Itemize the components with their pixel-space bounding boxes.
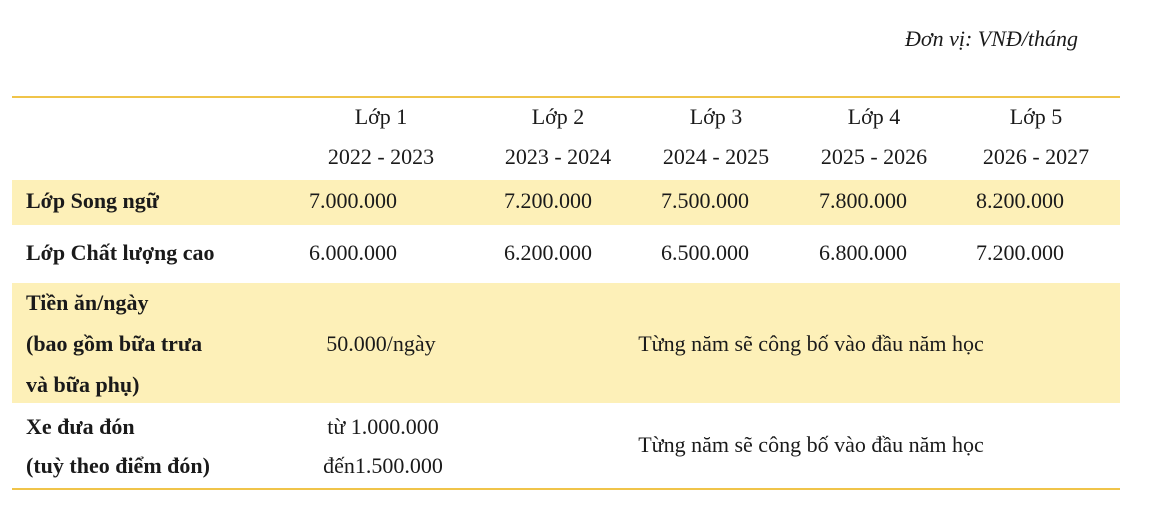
row-label-clc: Lớp Chất lượng cao <box>26 240 215 265</box>
row-band-song-ngu <box>12 180 1120 225</box>
table-bottom-rule <box>12 488 1120 490</box>
cell-song-ngu-1: 7.000.000 <box>309 188 397 213</box>
row-label-tien-an-line3: và bữa phụ) <box>26 372 140 397</box>
header-year-1: 2022 - 2023 <box>327 144 435 169</box>
cell-clc-4: 6.800.000 <box>819 240 907 265</box>
header-year-2: 2023 - 2024 <box>504 144 612 169</box>
header-grade-1: Lớp 1 <box>354 104 408 129</box>
cell-clc-1: 6.000.000 <box>309 240 397 265</box>
row-label-xe-line2: (tuỳ theo điểm đón) <box>26 453 210 478</box>
cell-song-ngu-4: 7.800.000 <box>819 188 907 213</box>
header-grade-5: Lớp 5 <box>1009 104 1063 129</box>
header-year-4: 2025 - 2026 <box>820 144 928 169</box>
cell-xe-price-line2: đến1.500.000 <box>323 453 443 478</box>
unit-note: Đơn vị: VNĐ/tháng <box>904 26 1078 51</box>
cell-song-ngu-5: 8.200.000 <box>976 188 1064 213</box>
cell-clc-2: 6.200.000 <box>504 240 592 265</box>
cell-song-ngu-3: 7.500.000 <box>661 188 749 213</box>
header-grade-4: Lớp 4 <box>847 104 901 129</box>
row-band-tien-an <box>12 283 1120 403</box>
cell-tien-an-note: Từng năm sẽ công bố vào đầu năm học <box>638 331 984 356</box>
table-top-rule <box>12 96 1120 98</box>
cell-clc-5: 7.200.000 <box>976 240 1064 265</box>
cell-tien-an-price: 50.000/ngày <box>326 331 436 356</box>
cell-clc-3: 6.500.000 <box>661 240 749 265</box>
header-grade-2: Lớp 2 <box>531 104 585 129</box>
row-label-xe-line1: Xe đưa đón <box>26 414 135 439</box>
row-label-tien-an-line1: Tiền ăn/ngày <box>26 290 149 315</box>
header-grade-3: Lớp 3 <box>689 104 743 129</box>
cell-xe-price-line1: từ 1.000.000 <box>327 414 439 439</box>
header-year-3: 2024 - 2025 <box>662 144 770 169</box>
cell-xe-note: Từng năm sẽ công bố vào đầu năm học <box>638 432 984 457</box>
header-year-5: 2026 - 2027 <box>982 144 1090 169</box>
row-label-tien-an-line2: (bao gồm bữa trưa <box>26 331 203 356</box>
row-label-song-ngu: Lớp Song ngữ <box>26 188 159 213</box>
cell-song-ngu-2: 7.200.000 <box>504 188 592 213</box>
